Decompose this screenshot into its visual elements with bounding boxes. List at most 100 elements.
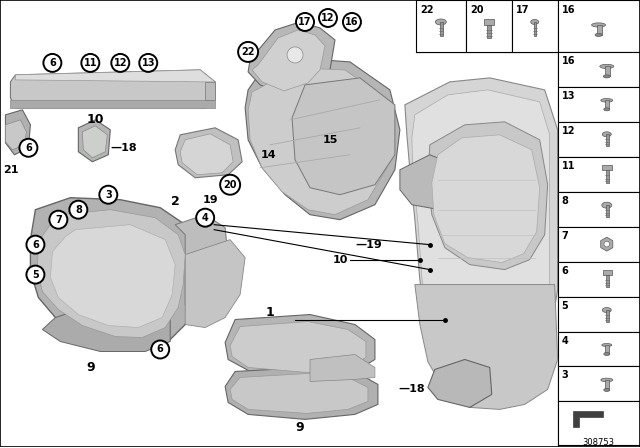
Ellipse shape xyxy=(601,378,612,382)
Circle shape xyxy=(111,54,129,72)
Ellipse shape xyxy=(604,353,610,355)
Bar xyxy=(487,25,491,38)
Polygon shape xyxy=(205,82,215,100)
Polygon shape xyxy=(405,78,557,405)
Circle shape xyxy=(19,139,37,157)
Circle shape xyxy=(287,47,303,63)
Circle shape xyxy=(151,340,169,358)
Bar xyxy=(606,134,609,146)
Text: —18: —18 xyxy=(110,143,137,153)
Text: 6: 6 xyxy=(49,58,56,68)
Text: 5: 5 xyxy=(32,270,39,280)
Polygon shape xyxy=(6,120,26,150)
Text: 20: 20 xyxy=(470,5,483,15)
Bar xyxy=(605,345,609,354)
Bar xyxy=(606,275,609,287)
Text: 22: 22 xyxy=(241,47,255,57)
Circle shape xyxy=(140,54,157,72)
Text: 11: 11 xyxy=(84,58,97,68)
Circle shape xyxy=(343,13,361,31)
Circle shape xyxy=(49,211,67,228)
Ellipse shape xyxy=(604,108,610,111)
Text: 8: 8 xyxy=(562,196,568,206)
Text: 2: 2 xyxy=(171,195,180,208)
Ellipse shape xyxy=(602,202,612,208)
Polygon shape xyxy=(31,198,195,349)
Bar xyxy=(557,262,639,297)
Polygon shape xyxy=(573,411,603,427)
Text: 8: 8 xyxy=(75,205,82,215)
Text: 21: 21 xyxy=(3,165,18,175)
Polygon shape xyxy=(310,354,375,381)
Text: 13: 13 xyxy=(562,91,575,101)
Text: 6: 6 xyxy=(562,266,568,276)
Polygon shape xyxy=(428,122,548,270)
Polygon shape xyxy=(37,210,185,337)
Text: 12: 12 xyxy=(562,126,575,136)
Text: 4: 4 xyxy=(202,213,209,223)
Polygon shape xyxy=(180,134,233,175)
Polygon shape xyxy=(185,240,245,327)
Polygon shape xyxy=(230,374,368,414)
Polygon shape xyxy=(245,58,400,220)
Polygon shape xyxy=(415,284,557,409)
Polygon shape xyxy=(601,237,613,251)
Polygon shape xyxy=(15,70,215,82)
Text: 20: 20 xyxy=(223,180,237,190)
Polygon shape xyxy=(230,322,366,372)
Circle shape xyxy=(81,54,99,72)
Bar xyxy=(605,380,609,390)
Ellipse shape xyxy=(604,75,611,78)
Polygon shape xyxy=(432,135,540,263)
Bar xyxy=(416,0,466,52)
Text: 14: 14 xyxy=(260,150,276,160)
Text: 16: 16 xyxy=(345,17,358,27)
Bar xyxy=(557,52,639,87)
Text: 3: 3 xyxy=(105,190,112,200)
Bar xyxy=(512,0,557,52)
Ellipse shape xyxy=(591,23,605,27)
Text: 3: 3 xyxy=(562,370,568,380)
Polygon shape xyxy=(10,70,215,108)
Text: 10: 10 xyxy=(332,254,348,265)
Bar xyxy=(557,332,639,366)
Text: 6: 6 xyxy=(32,240,39,250)
Polygon shape xyxy=(225,314,375,378)
Bar xyxy=(557,192,639,227)
Bar xyxy=(605,100,609,109)
Circle shape xyxy=(319,9,337,27)
Bar xyxy=(606,205,609,217)
Polygon shape xyxy=(428,359,492,407)
Polygon shape xyxy=(78,120,110,162)
Text: 7: 7 xyxy=(55,215,61,225)
Text: 9: 9 xyxy=(296,421,305,434)
Text: 17: 17 xyxy=(298,17,312,27)
Bar xyxy=(557,227,639,262)
Bar xyxy=(440,22,443,36)
Text: —19: —19 xyxy=(355,240,381,250)
Bar xyxy=(606,170,609,183)
Polygon shape xyxy=(83,126,108,158)
Polygon shape xyxy=(248,68,392,215)
Polygon shape xyxy=(175,215,228,314)
Circle shape xyxy=(69,201,87,219)
Text: 10: 10 xyxy=(86,113,104,126)
Bar xyxy=(606,310,609,322)
Bar xyxy=(484,19,493,25)
Polygon shape xyxy=(6,110,31,155)
Polygon shape xyxy=(292,78,395,195)
Circle shape xyxy=(604,241,609,247)
Bar xyxy=(557,87,639,122)
Text: 11: 11 xyxy=(562,161,575,171)
Text: 16: 16 xyxy=(562,5,575,15)
Bar xyxy=(557,401,639,445)
Bar xyxy=(602,165,612,170)
Bar xyxy=(557,122,639,157)
Ellipse shape xyxy=(602,308,611,313)
Ellipse shape xyxy=(531,19,539,25)
Polygon shape xyxy=(175,128,242,178)
Bar xyxy=(557,157,639,192)
Text: 19: 19 xyxy=(202,195,218,205)
Polygon shape xyxy=(248,22,335,95)
Circle shape xyxy=(44,54,61,72)
